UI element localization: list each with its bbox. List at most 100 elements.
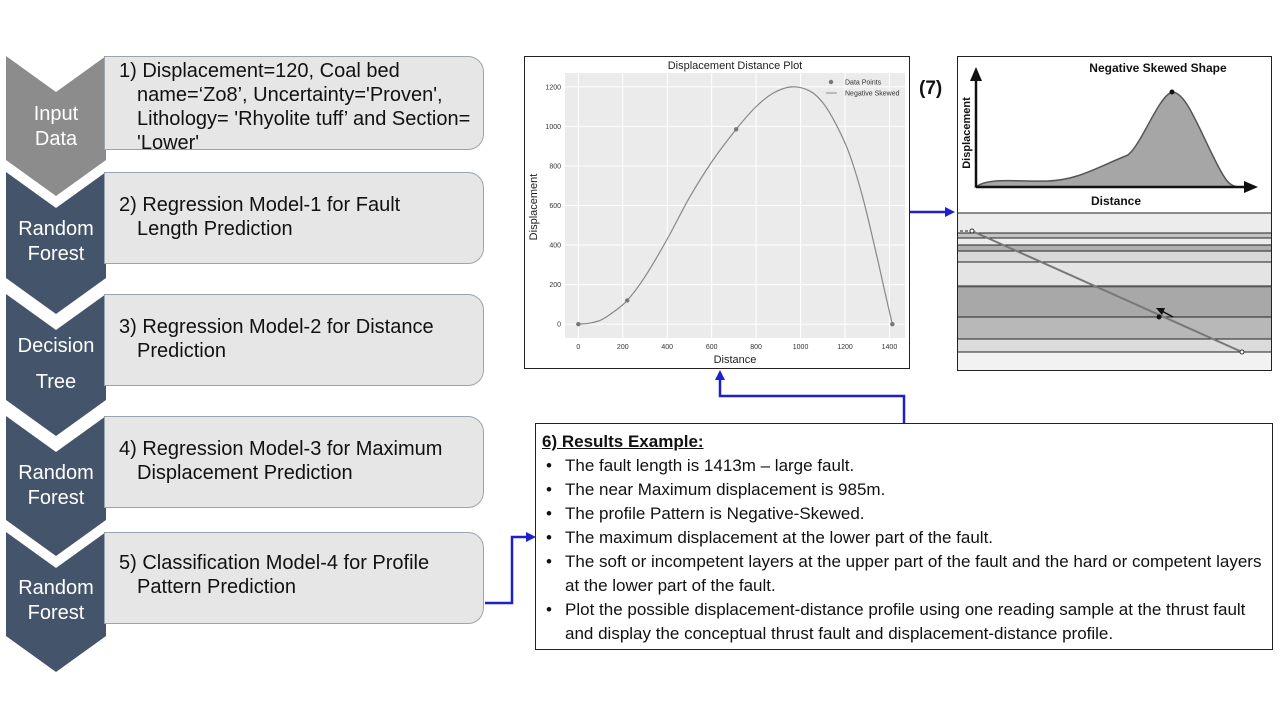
- chevron-label-random-forest-3: Random Forest: [18, 577, 94, 624]
- step-3-line: 3) Regression Model-2 for Distance: [119, 316, 434, 338]
- plot-grid: [565, 73, 905, 338]
- chevron-decision-tree: [6, 294, 106, 436]
- chevron-column: [6, 56, 106, 672]
- step-1-line: Lithology= 'Rhyolite tuff’ and Section=: [137, 108, 471, 130]
- step-2-line: Length Prediction: [137, 218, 293, 240]
- negative-skewed-diagram: Negative Skewed Shape Distance Displacem…: [958, 61, 1271, 370]
- y-tick-label: 800: [549, 163, 561, 170]
- layer: [958, 262, 1271, 286]
- step-5-box: 5) Classification Model-4 for Profile Pa…: [104, 532, 484, 624]
- plot-ylabel: Displacement: [528, 174, 540, 241]
- data-point: [625, 298, 630, 303]
- chevron-random-forest-1: [6, 172, 106, 314]
- fault-layers: [958, 213, 1271, 370]
- chevron-label-input-data: Input Data: [33, 103, 79, 150]
- step-1-line: name=‘Zo8’, Uncertainty='Proven',: [137, 84, 443, 106]
- chevron-input-data: [6, 56, 106, 196]
- arrow-plot-to-figure7-head: [945, 207, 955, 217]
- x-tick-label: 1400: [882, 344, 898, 351]
- result-item: The fault length is 1413m – large fault.: [542, 454, 1266, 478]
- plot-ticks: 0 200 400 600 800 1000 1200 1400 0 200 400 600 800 10…: [545, 84, 897, 351]
- layer: [958, 352, 1271, 370]
- legend-marker-data-points: [828, 79, 834, 85]
- data-point: [890, 321, 895, 327]
- results-example-box: 6) Results Example: The fault length is …: [535, 423, 1273, 650]
- displacement-distance-plot: 0 200 400 600 800 1000 1200 1400 0 200 400 600 800 10…: [528, 60, 905, 366]
- layer: [958, 286, 1271, 288]
- layer: [958, 238, 1271, 245]
- y-tick-label: 400: [549, 243, 561, 250]
- step-1-line: 'Lower': [137, 132, 200, 154]
- data-points: [576, 127, 895, 327]
- x-tick-label: 400: [661, 344, 673, 351]
- skewed-ylabel: Displacement: [961, 97, 973, 169]
- layer: [958, 339, 1271, 352]
- layer: [958, 288, 1271, 317]
- step-1-input-box: 1) Displacement=120, Coal bed name=‘Zo8’…: [104, 56, 484, 154]
- chevron-random-forest-3: [6, 532, 106, 672]
- figure-7-label: (7): [919, 78, 943, 99]
- x-tick-label: 0: [576, 344, 580, 351]
- fault-sample-point: [1156, 314, 1162, 320]
- arrow-step5-to-results: [485, 535, 528, 605]
- legend-label-negative-skewed: Negative Skewed: [845, 91, 900, 98]
- layer-boundaries: [958, 212, 1271, 353]
- data-point: [733, 127, 739, 132]
- x-tick-label: 200: [617, 344, 629, 351]
- step-2-box: 2) Regression Model-1 for Fault Length P…: [104, 172, 484, 264]
- arrow-results-to-plot-head: [715, 370, 725, 380]
- skewed-profile-area: [973, 91, 1239, 188]
- step-5-line: 5) Classification Model-4 for Profile: [119, 552, 430, 574]
- y-tick-label: 200: [549, 282, 561, 289]
- chevron-label-random-forest-1: Random Forest: [18, 218, 94, 265]
- negative-skewed-figure: Negative Skewed Shape Distance Displacem…: [957, 56, 1272, 371]
- fault-plane-line: [971, 230, 1243, 353]
- negative-skewed-curve: [578, 86, 893, 325]
- layer: [958, 245, 1271, 251]
- step-5-line: Pattern Prediction: [137, 576, 296, 598]
- x-tick-label: 800: [750, 344, 762, 351]
- x-tick-label: 1200: [837, 344, 853, 351]
- step-4-box: 4) Regression Model-3 for Maximum Displa…: [104, 416, 484, 508]
- fault-end-marker: [969, 228, 975, 234]
- slip-arrow-icon: [1156, 308, 1165, 315]
- displacement-distance-plot-frame: 0 200 400 600 800 1000 1200 1400 0 200 400 600 800 10…: [524, 56, 910, 369]
- skewed-xlabel: Distance: [1091, 194, 1141, 208]
- layer: [958, 317, 1271, 339]
- legend-label-data-points: Data Points: [845, 80, 882, 87]
- step-3-box: 3) Regression Model-2 for Distance Predi…: [104, 294, 484, 386]
- layer: [958, 251, 1271, 262]
- step-4-line: Displacement Prediction: [137, 462, 353, 484]
- result-item: The near Maximum displacement is 985m.: [542, 478, 1266, 502]
- y-tick-label: 0: [557, 322, 561, 329]
- skewed-title: Negative Skewed Shape: [1089, 61, 1227, 75]
- x-tick-label: 1000: [793, 344, 809, 351]
- layer: [958, 233, 1271, 238]
- results-list: The fault length is 1413m – large fault.…: [542, 454, 1266, 646]
- step-4-line: 4) Regression Model-3 for Maximum: [119, 438, 443, 460]
- x-axis-arrow-icon: [1244, 181, 1258, 193]
- plot-xlabel: Distance: [714, 354, 757, 366]
- layer: [958, 213, 1271, 233]
- chevron-random-forest-2: [6, 416, 106, 556]
- results-title: 6) Results Example:: [542, 432, 704, 451]
- result-item: The profile Pattern is Negative-Skewed.: [542, 502, 1266, 526]
- fault-end-marker: [1239, 349, 1245, 355]
- y-tick-label: 600: [549, 203, 561, 210]
- result-item: Plot the possible displacement-distance …: [542, 598, 1266, 646]
- x-tick-label: 600: [706, 344, 718, 351]
- result-item: The soft or incompetent layers at the up…: [542, 550, 1266, 598]
- skewed-peak-point: [1169, 89, 1175, 95]
- plot-legend: Data Points Negative Skewed: [826, 80, 900, 98]
- step-2-line: 2) Regression Model-1 for Fault: [119, 194, 401, 216]
- plot-title: Displacement Distance Plot: [668, 60, 803, 72]
- data-point: [576, 321, 581, 327]
- step-3-line: Prediction: [137, 340, 226, 362]
- y-tick-label: 1200: [545, 84, 561, 91]
- chevron-label-random-forest-2: Random Forest: [18, 462, 94, 509]
- y-tick-label: 1000: [545, 124, 561, 131]
- chevron-label-decision-tree: Decision Tree: [17, 335, 95, 393]
- step-1-line: 1) Displacement=120, Coal bed: [119, 60, 400, 82]
- result-item: The maximum displacement at the lower pa…: [542, 526, 1266, 550]
- y-axis-arrow-icon: [970, 67, 982, 81]
